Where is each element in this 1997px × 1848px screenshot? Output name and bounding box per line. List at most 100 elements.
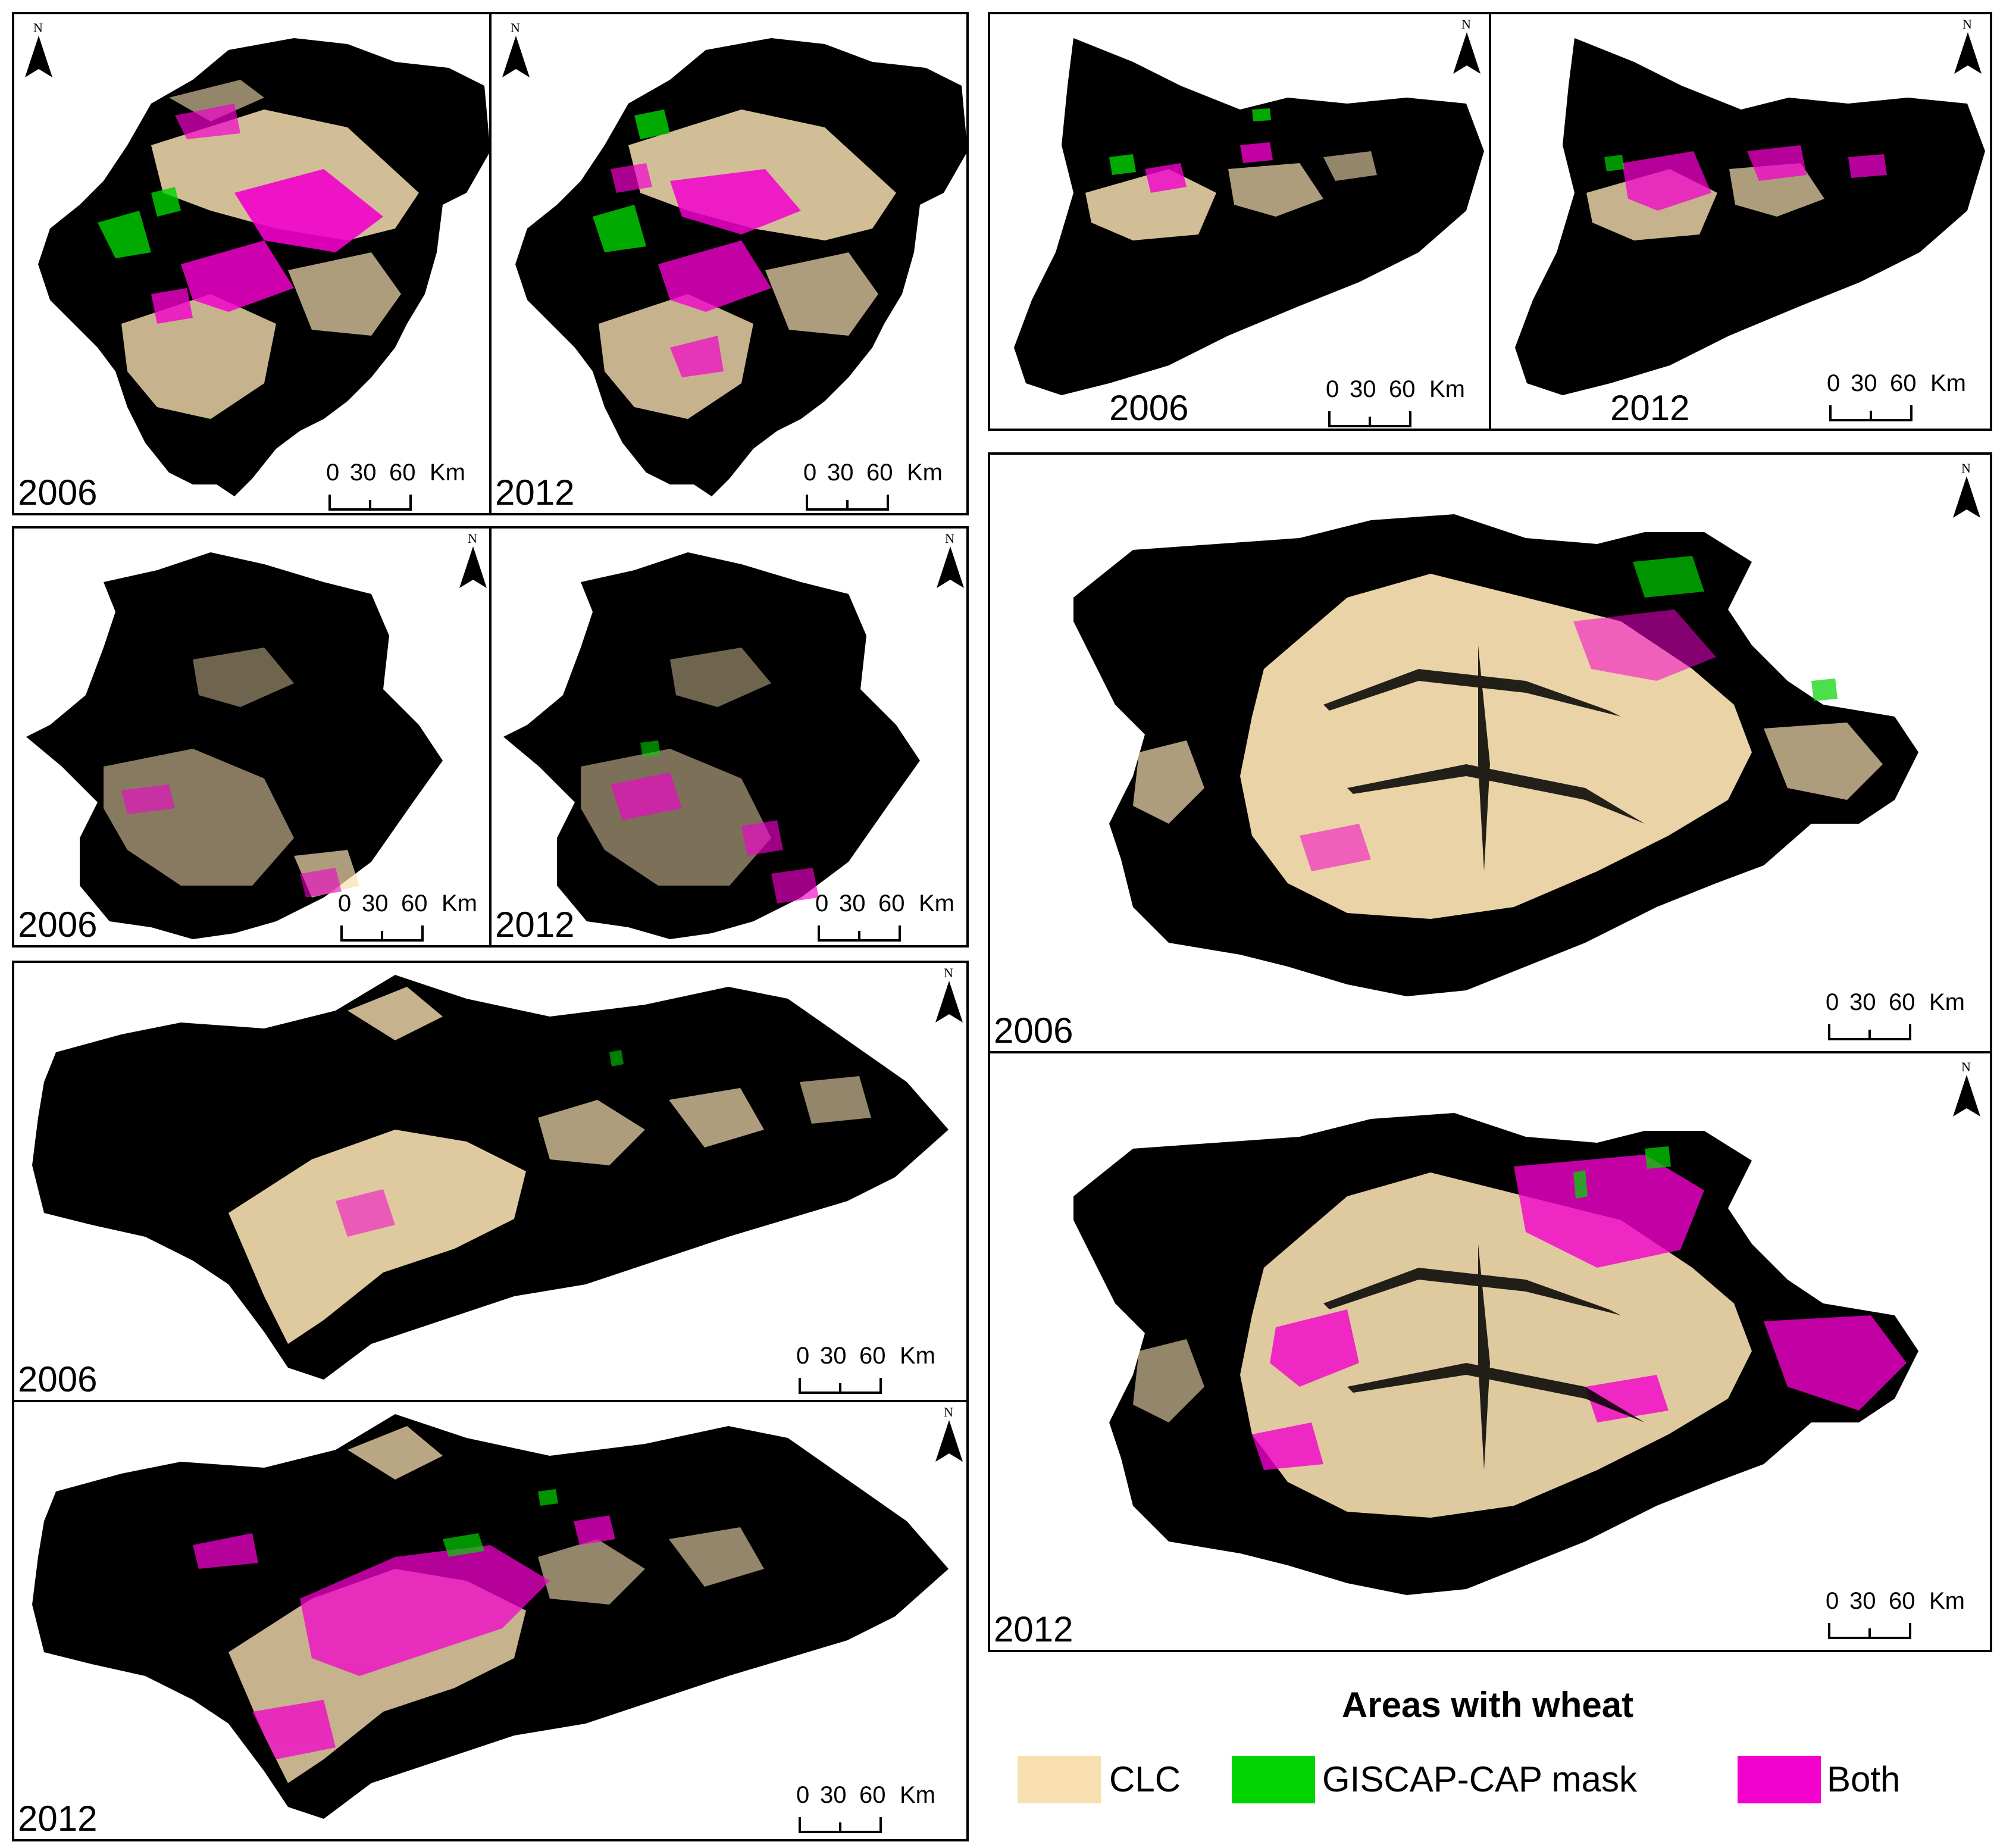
north-arrow: N: [931, 1405, 966, 1470]
scale-bar-line: [328, 495, 412, 511]
legend-swatch-clc: [1018, 1756, 1101, 1803]
scale-label-30: 30: [820, 1782, 847, 1808]
north-label: N: [1961, 1059, 1971, 1074]
north-arrow: N: [455, 531, 489, 596]
region-map: [1014, 38, 1484, 395]
map-panel-castilla-leon-2006: N 2006 0 30 60 Km: [988, 452, 1992, 1053]
legend-label-clc: CLC: [1109, 1759, 1181, 1799]
north-arrow-icon: [1954, 32, 1982, 74]
scale-label-30: 30: [1851, 370, 1877, 396]
map-panel-castilla-leon-2012: N 2012 0 30 60 Km: [988, 1051, 1992, 1652]
panel-year: 2006: [1109, 388, 1189, 428]
north-arrow: N: [497, 20, 533, 86]
scale-label-unit: Km: [1930, 370, 1966, 396]
north-arrow-icon: [459, 546, 487, 588]
north-arrow: N: [1448, 17, 1484, 82]
legend-title: Areas with wheat: [1341, 1685, 1634, 1725]
scale-label-60: 60: [859, 1343, 886, 1369]
scale-label-unit: Km: [442, 890, 477, 917]
scale-bar: 0 30 60 Km: [1823, 1588, 1965, 1650]
scale-bar-line: [1829, 405, 1913, 421]
scale-label-0: 0: [803, 459, 817, 486]
region-map: [32, 975, 949, 1380]
scale-label-30: 30: [350, 459, 377, 486]
scale-label-unit: Km: [1929, 989, 1965, 1015]
panel-year: 2012: [495, 473, 575, 512]
scale-label-60: 60: [1890, 370, 1917, 396]
north-label: N: [511, 20, 520, 35]
map-panel-aragon-2012: N 2012 0 30 60 Km: [489, 12, 969, 515]
scale-bar-line: [1828, 1024, 1911, 1040]
region-map: [26, 552, 443, 939]
scale-label-60: 60: [401, 890, 428, 917]
scale-label-30: 30: [1849, 1588, 1876, 1614]
scale-bar: 0 30 60 Km: [1823, 989, 1965, 1051]
scale-bar: 0 30 60 Km: [794, 1343, 935, 1400]
region-map: [32, 1414, 949, 1819]
scale-bar: 0 30 60 Km: [794, 1782, 935, 1839]
scale-label-unit: Km: [430, 459, 465, 486]
region-map: [38, 38, 489, 496]
panel-year: 2012: [495, 905, 575, 945]
scale-label-0: 0: [1827, 370, 1841, 396]
north-label: N: [944, 1405, 953, 1419]
legend-swatch-both: [1738, 1756, 1821, 1803]
scale-label-30: 30: [839, 890, 866, 917]
map-panel-andalusia-2012: N 2012 0 30 60 Km: [12, 1400, 969, 1841]
scale-bar-line: [799, 1817, 882, 1833]
north-arrow: N: [1948, 1059, 1984, 1125]
north-arrow-icon: [1953, 1075, 1980, 1117]
north-arrow-icon: [937, 546, 964, 588]
map-panel-extremadura-2012: N 2012 0 30 60 Km: [489, 526, 969, 948]
north-arrow: N: [20, 20, 56, 86]
scale-label-0: 0: [338, 890, 352, 917]
map-panel-extremadura-2006: N 2006 0 30 60 Km: [12, 526, 492, 948]
scale-label-0: 0: [796, 1343, 810, 1369]
scale-bar: 0 30 60 Km: [1824, 370, 1966, 429]
north-arrow-icon: [935, 1420, 963, 1462]
north-label: N: [1961, 461, 1971, 476]
scale-label-unit: Km: [919, 890, 954, 917]
scale-bar-line: [799, 1378, 882, 1394]
north-arrow-icon: [1953, 476, 1980, 518]
scale-label-0: 0: [796, 1782, 810, 1808]
north-label: N: [944, 965, 953, 980]
legend-label-both: Both: [1827, 1759, 1901, 1799]
north-arrow-icon: [25, 36, 52, 77]
scale-bar: 0 30 60 Km: [1323, 376, 1465, 429]
map-panel-andalusia-2006: N 2006 0 30 60 Km: [12, 961, 969, 1402]
north-arrow: N: [1949, 17, 1985, 82]
north-label: N: [945, 531, 954, 546]
north-arrow: N: [1948, 461, 1984, 526]
scale-bar-line: [1328, 411, 1411, 427]
scale-label-unit: Km: [1929, 1588, 1965, 1614]
region-map: [1073, 1113, 1918, 1595]
north-label: N: [33, 20, 43, 35]
scale-bar: 0 30 60 Km: [801, 459, 943, 513]
region-map: [1515, 38, 1985, 395]
scale-bar-line: [1828, 1623, 1911, 1639]
scale-bar: 0 30 60 Km: [813, 890, 954, 945]
scale-label-unit: Km: [900, 1782, 935, 1808]
panel-year: 2006: [994, 1011, 1073, 1050]
scale-label-30: 30: [1350, 376, 1376, 402]
scale-label-60: 60: [1889, 989, 1915, 1015]
legend-label-giscap: GISCAP-CAP mask: [1322, 1759, 1638, 1799]
panel-year: 2006: [18, 473, 98, 512]
north-arrow-icon: [1453, 32, 1480, 74]
scale-label-30: 30: [362, 890, 389, 917]
panel-year: 2012: [994, 1609, 1073, 1649]
scale-label-0: 0: [1326, 376, 1339, 402]
scale-label-60: 60: [878, 890, 905, 917]
scale-label-60: 60: [1889, 1588, 1915, 1614]
scale-label-60: 60: [866, 459, 893, 486]
north-arrow-icon: [502, 36, 530, 77]
scale-label-60: 60: [859, 1782, 886, 1808]
scale-label-0: 0: [326, 459, 340, 486]
legend-swatch-giscap: [1232, 1756, 1315, 1803]
scale-label-60: 60: [1389, 376, 1416, 402]
scale-label-30: 30: [1849, 989, 1876, 1015]
panel-year: 2012: [1610, 388, 1690, 428]
north-arrow: N: [932, 531, 966, 596]
scale-label-unit: Km: [907, 459, 943, 486]
